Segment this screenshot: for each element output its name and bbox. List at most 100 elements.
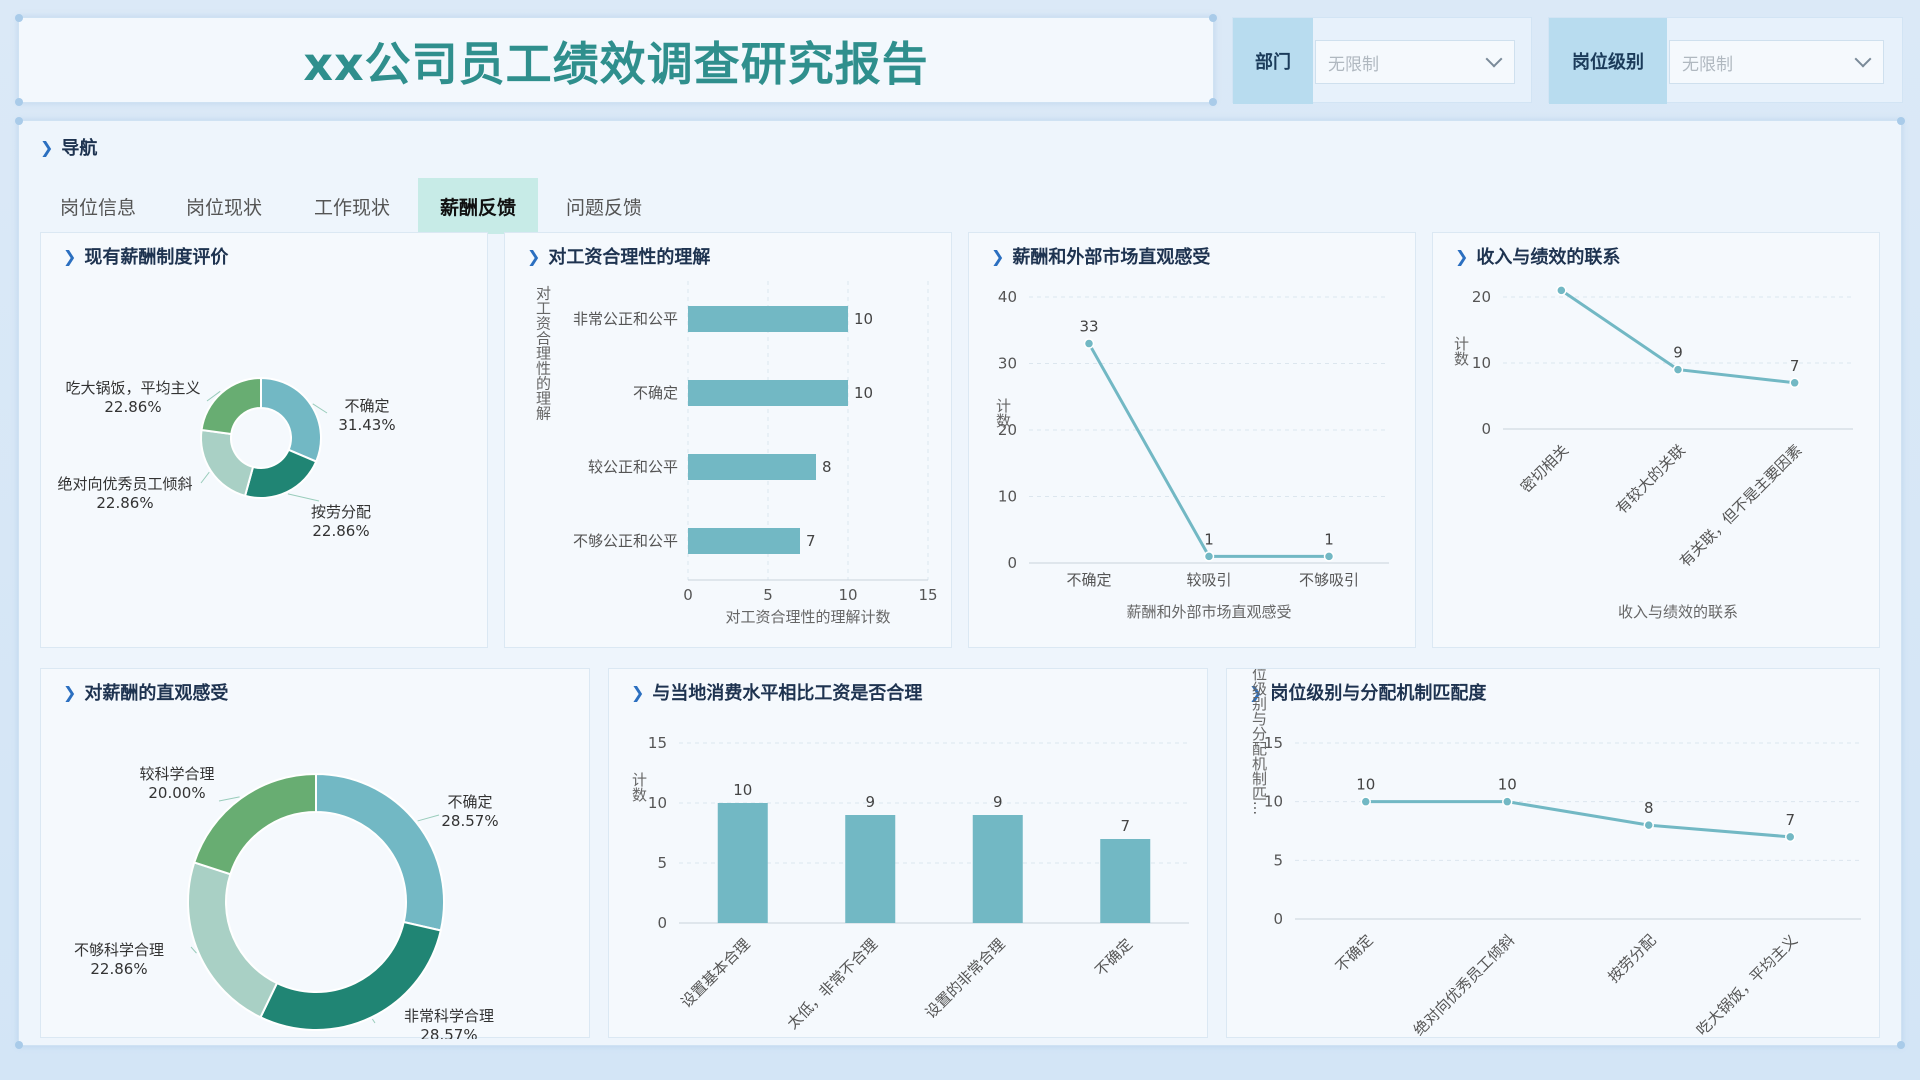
series-line	[1365, 800, 1791, 839]
y-tick-label: 20	[1472, 288, 1491, 306]
corner-dot	[1209, 14, 1217, 22]
corner-dot	[15, 1041, 23, 1049]
x-tick-label: 15	[918, 586, 937, 604]
tab-position-info[interactable]: 岗位信息	[42, 178, 154, 234]
double-chevron-right-icon: ❯	[63, 246, 77, 266]
data-label: 7	[1785, 811, 1795, 829]
y-tick-label: 0	[657, 914, 667, 932]
donut-slice	[200, 376, 262, 436]
tab-label: 薪酬反馈	[439, 196, 516, 219]
data-point	[1785, 831, 1796, 843]
x-tick-label: 吃大锅饭，平均主义	[1693, 931, 1801, 1039]
x-tick-label: 有较大的关联	[1612, 441, 1688, 517]
tab-label: 工作现状	[313, 196, 390, 219]
chart-panel-local-consumption: ❯ 与当地消费水平相比工资是否合理 0 5 10 15 10 设置基本合理 9 太低，非常不合理…	[608, 668, 1208, 1038]
chart-title: ❯ 收入与绩效的联系	[1455, 243, 1620, 269]
corner-dot	[1209, 98, 1217, 106]
slice-percent: 22.86%	[96, 494, 153, 512]
data-label: 10	[854, 310, 873, 328]
chart-title-text: 对薪酬的直观感受	[84, 683, 229, 704]
bar	[717, 803, 768, 923]
x-tick-label: 5	[763, 586, 773, 604]
label-leader-line	[312, 403, 328, 414]
donut-chart: 不确定31.43%按劳分配22.86%绝对向优秀员工倾斜22.86%吃大锅饭，平…	[57, 376, 396, 540]
label-leader-line	[372, 1018, 376, 1024]
tab-position-status[interactable]: 岗位现状	[168, 178, 280, 234]
tab-work-status[interactable]: 工作现状	[296, 178, 408, 234]
x-tick-label: 按劳分配	[1604, 931, 1659, 986]
department-filter-label: 部门	[1233, 18, 1313, 104]
data-point	[1323, 551, 1335, 562]
slice-label: 不确定	[447, 793, 492, 811]
y-tick-label: 非常公正和公平	[573, 310, 678, 328]
position-level-filter-label: 岗位级别	[1549, 18, 1667, 104]
y-axis-title: 计数	[994, 398, 1012, 428]
x-tick-label: 设置基本合理	[677, 935, 753, 1011]
data-label: 7	[806, 532, 816, 550]
bar-chart: 0 5 10 1510非常公正和公平10不确定8较公正和公平7不够公正和公平对工资合理…	[534, 281, 938, 626]
slice-percent: 22.86%	[312, 522, 369, 540]
y-tick-label: 0	[1273, 910, 1283, 928]
tab-salary-feedback[interactable]: 薪酬反馈	[418, 178, 538, 234]
label-leader-line	[417, 814, 440, 822]
data-point	[1502, 796, 1513, 807]
y-tick-label: 15	[648, 734, 667, 752]
bar	[688, 380, 848, 406]
chart-title-text: 现有薪酬制度评价	[84, 247, 229, 268]
slice-label: 不够科学合理	[74, 941, 164, 959]
slice-label: 非常科学合理	[404, 1007, 494, 1025]
y-tick-label: 40	[998, 288, 1017, 306]
data-label: 10	[733, 781, 752, 799]
slice-label: 绝对向优秀员工倾斜	[57, 475, 192, 493]
tab-label: 问题反馈	[565, 196, 642, 219]
data-label: 10	[854, 384, 873, 402]
slice-percent: 22.86%	[90, 960, 147, 978]
position-level-select[interactable]: 无限制	[1669, 40, 1884, 84]
chart-panel-level-match: ❯ 岗位级别与分配机制匹配度 0 5 10 15 10 不确定 10 绝对向优秀员工倾斜 8 按劳分…	[1226, 668, 1880, 1039]
data-label: 9	[1673, 344, 1683, 362]
x-axis-title: 收入与绩效的联系	[1618, 603, 1738, 621]
data-point	[1643, 819, 1654, 831]
donut-slice	[200, 428, 255, 498]
chart-title-text: 收入与绩效的联系	[1476, 247, 1621, 268]
slice-percent: 22.86%	[104, 398, 161, 416]
data-label: 10	[1356, 776, 1375, 794]
chart-title: ❯ 岗位级别与分配机制匹配度	[1249, 679, 1486, 705]
chart-panel-wage-reasonableness: ❯ 对工资合理性的理解 0 5 10 15 10 非常公正和公平 10 不确定 8 较公正和公平 7 不…	[504, 232, 952, 648]
y-tick-label: 20	[998, 421, 1017, 439]
data-label: 33	[1079, 318, 1098, 336]
chart-title: ❯ 对工资合理性的理解	[527, 243, 710, 269]
corner-dot	[1897, 117, 1905, 125]
slice-label: 吃大锅饭，平均主义	[65, 379, 200, 397]
slice-percent: 28.57%	[420, 1026, 477, 1039]
y-axis-title: 计数	[1452, 336, 1470, 366]
chart-title: ❯ 与当地消费水平相比工资是否合理	[631, 679, 922, 705]
data-label: 9	[865, 793, 875, 811]
data-point	[1083, 338, 1095, 349]
data-point	[1789, 377, 1800, 389]
donut-slice	[315, 772, 445, 932]
corner-dot	[1897, 1041, 1905, 1049]
data-label: 8	[1644, 799, 1654, 817]
data-point	[1360, 796, 1371, 807]
chart-title-text: 薪酬和外部市场直观感受	[1012, 247, 1211, 268]
y-axis-title: 对工资合理性的理解	[534, 286, 552, 421]
y-tick-label: 不确定	[633, 384, 678, 402]
slice-percent: 31.43%	[338, 416, 395, 434]
corner-dot	[15, 117, 23, 125]
bar	[1100, 839, 1151, 923]
chart-title-text: 对工资合理性的理解	[548, 247, 711, 268]
data-label: 9	[993, 793, 1003, 811]
y-tick-label: 10	[1472, 354, 1491, 372]
data-point	[1556, 285, 1567, 296]
data-label: 1	[1204, 530, 1214, 548]
donut-slice	[243, 448, 318, 499]
y-tick-label: 0	[1481, 420, 1491, 438]
department-select[interactable]: 无限制	[1315, 40, 1515, 84]
chart-panel-market-perception: ❯ 薪酬和外部市场直观感受 0 10 20 30 40 33 不确定 1 较吸引 1 不够吸引 薪酬和外…	[968, 232, 1416, 648]
tab-issue-feedback[interactable]: 问题反馈	[548, 178, 660, 234]
x-tick-label: 不够吸引	[1299, 571, 1359, 589]
nav-title: 导航	[61, 138, 98, 159]
